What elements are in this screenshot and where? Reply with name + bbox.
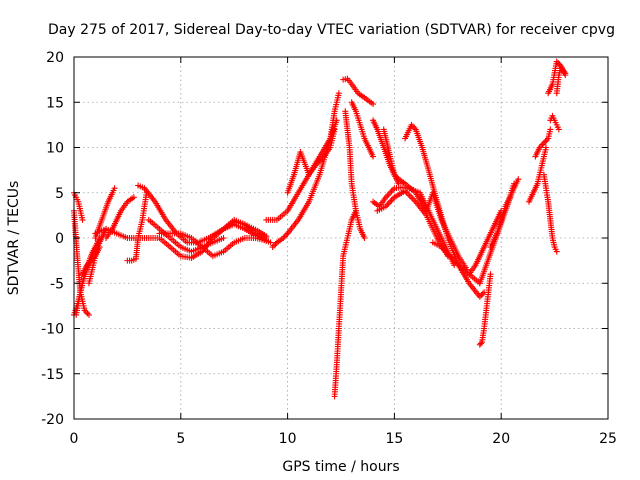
x-tick-label: 10: [279, 431, 297, 447]
y-tick-label: 15: [46, 95, 64, 111]
x-tick-label: 5: [176, 431, 185, 447]
series-arc-6: [79, 244, 103, 278]
x-tick-label: 20: [492, 431, 510, 447]
series-arc-25: [370, 117, 402, 187]
x-tick-label: 0: [70, 431, 79, 447]
data-point: [370, 153, 377, 160]
series-arc-37: [540, 171, 560, 255]
series-arc-7: [92, 185, 118, 241]
series-arc-33: [525, 144, 550, 205]
data-point: [130, 194, 137, 201]
data-point: [477, 340, 484, 347]
series-arc-30: [476, 271, 494, 348]
series-arc-32: [487, 180, 518, 251]
series-arc-35: [547, 112, 562, 133]
y-tick-label: -10: [41, 322, 64, 338]
series-arc-27: [423, 189, 471, 273]
data-marks: [71, 58, 569, 400]
data-point: [220, 235, 227, 241]
data-point: [547, 126, 554, 133]
y-tick-label: -5: [50, 276, 64, 292]
y-tick-labels: -20 -15 -10 -5 0 5 10 15 20: [41, 50, 64, 428]
data-point: [487, 271, 494, 278]
x-tick-label: 15: [385, 431, 403, 447]
y-tick-label: -15: [41, 367, 64, 383]
x-axis-title: GPS time / hours: [282, 459, 399, 475]
series-arc-14: [209, 218, 274, 246]
data-point: [553, 248, 560, 255]
data-point: [561, 68, 568, 75]
y-axis-title: SDTVAR / TECUs: [6, 181, 22, 296]
data-point: [543, 144, 550, 151]
series-arc-21: [348, 99, 377, 160]
data-point: [395, 180, 402, 187]
data-point: [370, 101, 377, 108]
chart-title: Day 275 of 2017, Sidereal Day-to-day VTE…: [48, 22, 615, 38]
series-arc-19: [342, 108, 368, 241]
y-tick-label: 0: [55, 231, 64, 247]
data-point: [361, 235, 368, 241]
series-arc-17: [284, 126, 338, 196]
data-point: [85, 311, 92, 318]
data-point: [335, 90, 342, 97]
data-point: [511, 180, 518, 187]
series-arc-34: [532, 126, 554, 160]
data-point: [515, 176, 522, 183]
data-point: [96, 244, 103, 251]
data-point: [79, 216, 86, 223]
series-arc-20: [340, 75, 377, 108]
data-point: [333, 117, 340, 124]
y-tick-label: 20: [46, 50, 64, 66]
data-point: [111, 185, 118, 192]
y-tick-label: -20: [41, 412, 64, 428]
series-arc-29: [466, 207, 505, 278]
x-tick-label: 25: [599, 431, 617, 447]
series-arc-13: [156, 230, 270, 260]
axis-ticks: [73, 56, 609, 420]
series-arc-38: [553, 63, 569, 97]
data-point: [331, 126, 338, 133]
x-tick-labels: 0 5 10 15 20 25: [70, 431, 617, 447]
y-tick-label: 10: [46, 141, 64, 157]
data-point: [562, 70, 569, 77]
series-arc-23: [374, 187, 451, 260]
series-arc-12: [145, 216, 227, 255]
y-tick-label: 5: [55, 186, 64, 202]
data-point: [555, 126, 562, 133]
data-point: [267, 239, 274, 246]
